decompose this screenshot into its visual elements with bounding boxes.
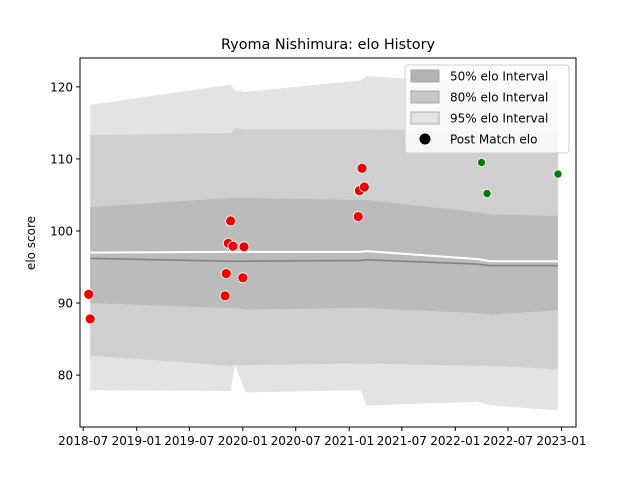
post-match-point [83, 288, 95, 300]
post-match-point [238, 241, 250, 253]
x-axis: 2018-07 2019-01 2019-07 2020-01 2020-07 2021-… [58, 427, 587, 448]
future-match-point [553, 169, 563, 179]
legend-marker [419, 133, 431, 145]
axes-frame [79, 57, 577, 428]
x-tick-label: 2023-01 [536, 434, 586, 448]
median-elo-line [90, 257, 558, 267]
legend: 50% elo Interval 80% elo Interval 95% elo … [404, 64, 570, 154]
legend-swatch [410, 90, 440, 104]
post-match-point [227, 240, 239, 252]
post-match-point [356, 162, 368, 174]
post-match-point [219, 290, 231, 302]
x-tick-label: 2018-07 [58, 434, 108, 448]
y-tick-label: 120 [50, 80, 73, 94]
x-tick-label: 2022-01 [430, 434, 480, 448]
y-tick-label: 100 [50, 224, 73, 238]
future-match-point [476, 157, 487, 168]
post-match-point [220, 268, 232, 279]
post-match-point [358, 181, 370, 193]
x-tick-label: 2021-01 [324, 434, 374, 448]
y-axis: 80 90 100 110 120 [50, 80, 80, 383]
post-match-point [352, 211, 364, 222]
chart-title: Ryoma Nishimura: elo History [221, 37, 436, 53]
legend-label: 80% elo Interval [450, 91, 548, 105]
legend-swatch [410, 69, 440, 83]
legend-label: 95% elo Interval [450, 112, 548, 126]
y-tick-label: 80 [58, 369, 73, 383]
mean-elo-line [90, 250, 558, 263]
legend-frame [404, 64, 570, 154]
x-tick-label: 2021-07 [377, 434, 427, 448]
x-tick-label: 2019-01 [112, 434, 162, 448]
y-tick-label: 110 [50, 152, 73, 166]
band-50-interval [90, 197, 558, 315]
x-tick-label: 2022-07 [483, 434, 533, 448]
post-match-point [237, 272, 249, 284]
post-match-point [84, 313, 96, 325]
legend-label: 50% elo Interval [450, 70, 548, 84]
post-match-point [225, 215, 237, 227]
x-tick-label: 2020-01 [218, 434, 268, 448]
plot-area [79, 57, 577, 428]
y-axis-label: elo score [24, 216, 38, 270]
x-tick-label: 2019-07 [164, 434, 214, 448]
legend-swatch [410, 111, 440, 125]
x-tick-label: 2020-07 [271, 434, 321, 448]
legend-label: Post Match elo [450, 133, 537, 147]
y-tick-label: 90 [58, 297, 73, 311]
future-match-point [482, 188, 492, 199]
